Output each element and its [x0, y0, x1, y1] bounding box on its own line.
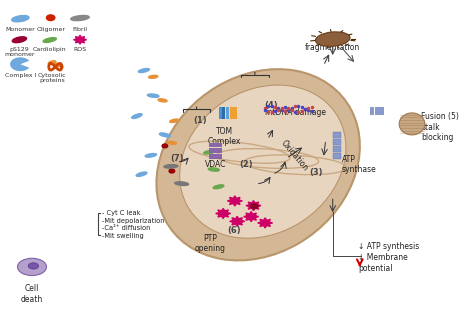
Ellipse shape	[213, 185, 224, 189]
Text: (4): (4)	[264, 100, 278, 110]
Text: pS129
monomer: pS129 monomer	[4, 47, 35, 57]
Text: (1): (1)	[193, 116, 207, 125]
Text: (6): (6)	[227, 226, 241, 235]
Text: TOM
Complex: TOM Complex	[208, 127, 241, 146]
Polygon shape	[244, 212, 259, 222]
Bar	[370, 107, 374, 114]
Ellipse shape	[315, 32, 350, 46]
Text: Cell
death: Cell death	[21, 284, 43, 304]
Bar	[333, 153, 341, 158]
Text: PTP
opening: PTP opening	[195, 234, 226, 253]
Ellipse shape	[43, 38, 56, 42]
Polygon shape	[258, 218, 273, 228]
Polygon shape	[228, 196, 242, 206]
Text: mtDNA damage: mtDNA damage	[265, 108, 326, 117]
Text: Oligomer: Oligomer	[36, 28, 65, 32]
Ellipse shape	[48, 61, 56, 65]
Bar	[219, 107, 222, 119]
Bar	[333, 146, 341, 152]
Bar	[209, 143, 222, 147]
Text: Mit
fragmentation: Mit fragmentation	[305, 33, 360, 52]
Ellipse shape	[12, 37, 27, 43]
Text: Cytosolic
proteins: Cytosolic proteins	[38, 73, 66, 83]
Bar	[374, 107, 379, 114]
Polygon shape	[230, 216, 245, 226]
Ellipse shape	[138, 68, 149, 73]
Ellipse shape	[46, 15, 55, 21]
Ellipse shape	[170, 119, 179, 122]
Bar	[209, 148, 222, 153]
Ellipse shape	[132, 114, 142, 119]
Ellipse shape	[158, 99, 167, 102]
Text: Fibril: Fibril	[73, 28, 88, 32]
Ellipse shape	[162, 144, 168, 148]
Polygon shape	[216, 209, 231, 218]
Ellipse shape	[18, 258, 46, 275]
Ellipse shape	[55, 63, 62, 67]
Bar	[333, 132, 341, 138]
Ellipse shape	[156, 69, 360, 260]
Text: Fusion (5)
stalk
blocking: Fusion (5) stalk blocking	[421, 112, 459, 142]
Bar	[379, 107, 383, 114]
Text: ATP
synthase: ATP synthase	[342, 155, 377, 174]
Bar	[333, 139, 341, 145]
Bar	[209, 154, 222, 158]
Ellipse shape	[159, 133, 171, 137]
Text: VDAC: VDAC	[205, 160, 226, 169]
Ellipse shape	[208, 168, 219, 171]
Ellipse shape	[145, 153, 156, 157]
Ellipse shape	[399, 113, 425, 135]
Ellipse shape	[167, 141, 176, 144]
Text: ✕: ✕	[405, 113, 414, 123]
Polygon shape	[73, 35, 87, 44]
Ellipse shape	[251, 204, 258, 209]
Ellipse shape	[147, 94, 159, 97]
Polygon shape	[246, 201, 261, 211]
Text: Cardiolipin: Cardiolipin	[33, 47, 66, 52]
Ellipse shape	[169, 169, 175, 173]
Ellipse shape	[136, 172, 147, 176]
Wedge shape	[10, 57, 29, 71]
Text: (7): (7)	[170, 154, 183, 163]
Text: ↓ ATP synthesis
↓ Membrane
potential: ↓ ATP synthesis ↓ Membrane potential	[358, 242, 419, 273]
Text: (3): (3)	[310, 168, 323, 177]
Ellipse shape	[71, 16, 89, 21]
Ellipse shape	[164, 165, 178, 168]
Bar	[230, 107, 233, 119]
Text: ROS: ROS	[73, 47, 87, 52]
Ellipse shape	[149, 75, 158, 78]
Ellipse shape	[28, 263, 38, 269]
Text: Monomer: Monomer	[6, 28, 35, 32]
Bar	[222, 107, 226, 119]
Bar	[226, 107, 229, 119]
Ellipse shape	[175, 182, 189, 185]
Ellipse shape	[204, 150, 215, 154]
Text: - Cyt C leak
-Mit depolarization
-Ca²⁺ diffusion
-Mit swelling: - Cyt C leak -Mit depolarization -Ca²⁺ d…	[102, 210, 164, 239]
Text: (2): (2)	[240, 160, 253, 169]
Ellipse shape	[12, 16, 29, 22]
Bar	[233, 107, 237, 119]
Text: Complex I: Complex I	[5, 73, 36, 78]
Text: Oxidation: Oxidation	[279, 138, 310, 172]
Ellipse shape	[180, 85, 346, 238]
